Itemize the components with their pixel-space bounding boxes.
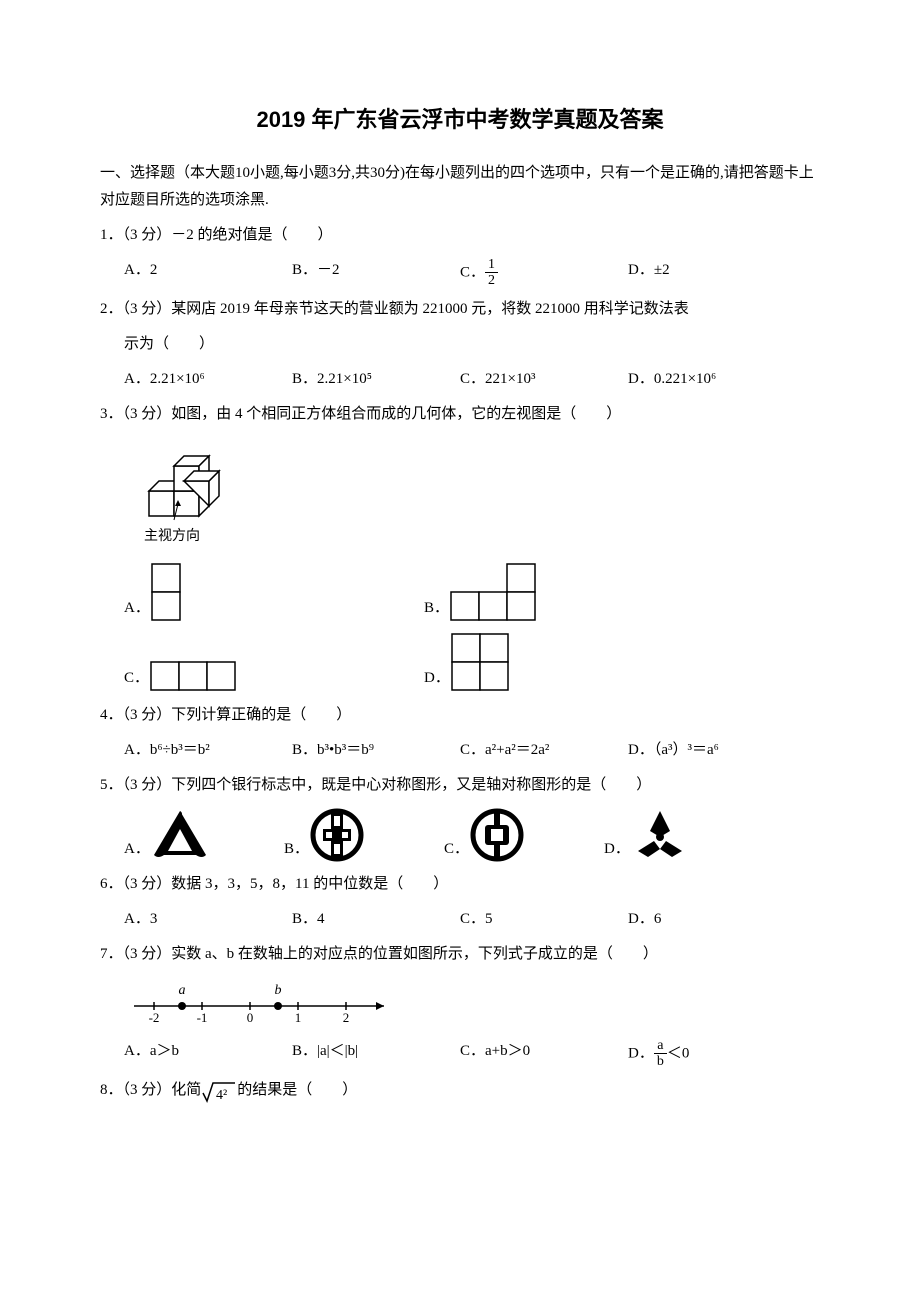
q3-c-label: C． — [124, 665, 149, 692]
q1-opt-d: D．±2 — [628, 257, 788, 289]
q8-stem: 8．（3 分）化简 4² 的结果是（ ） — [100, 1077, 820, 1104]
boc-logo-icon — [469, 807, 525, 863]
main-view-label: 主视方向 — [144, 524, 820, 549]
q3-opt-a: A． — [124, 562, 424, 622]
q2-opt-b: B．2.21×10⁵ — [292, 366, 452, 393]
section-intro: 一、选择题（本大题10小题,每小题3分,共30分)在每小题列出的四个选项中，只有… — [100, 160, 820, 214]
q3-opt-c: C． — [124, 632, 424, 692]
view-b-icon — [449, 562, 539, 622]
cube-assembly-icon — [144, 436, 239, 524]
q3-stem: 3．（3 分）如图，由 4 个相同正方体组合而成的几何体，它的左视图是（ ） — [100, 401, 820, 428]
svg-text:4²: 4² — [216, 1088, 227, 1103]
q4-options: A．b⁶÷b³＝b² B．b³•b³＝b⁹ C．a²+a²＝2a² D．（a³）… — [124, 737, 820, 764]
fraction-a-over-b: ab — [654, 1038, 667, 1070]
q3-opt-b: B． — [424, 562, 724, 622]
q2-opt-a: A．2.21×10⁶ — [124, 366, 284, 393]
q1-options: A．2 B．－2 C．12 D．±2 — [124, 257, 820, 289]
fraction-one-half: 12 — [485, 257, 498, 289]
q1-opt-b: B．－2 — [292, 257, 452, 289]
q6-opt-d: D．6 — [628, 906, 788, 933]
q6-options: A．3 B．4 C．5 D．6 — [124, 906, 820, 933]
q6-opt-b: B．4 — [292, 906, 452, 933]
q6-opt-c: C．5 — [460, 906, 620, 933]
view-a-icon — [150, 562, 184, 622]
point-a-label: a — [179, 983, 186, 998]
q3-b-label: B． — [424, 595, 449, 622]
triangle-logo-icon — [150, 807, 210, 863]
q4-opt-d: D．（a³）³＝a⁶ — [628, 737, 788, 764]
q1-opt-a: A．2 — [124, 257, 284, 289]
q3-main-figure: 主视方向 — [124, 436, 820, 549]
q5-a-label: A． — [124, 836, 150, 863]
q3-options: A． B． C． D． — [124, 562, 820, 702]
tick-1: 1 — [295, 1010, 302, 1025]
view-d-icon — [450, 632, 512, 692]
q2-stem1: 2．（3 分）某网店 2019 年母亲节这天的营业额为 221000 元，将数 … — [100, 296, 820, 323]
q1-c-prefix: C． — [460, 264, 485, 280]
q3-a-label: A． — [124, 595, 150, 622]
q4-stem: 4．（3 分）下列计算正确的是（ ） — [100, 702, 820, 729]
tick-0: 0 — [247, 1010, 254, 1025]
q4-opt-c: C．a²+a²＝2a² — [460, 737, 620, 764]
page-title: 2019 年广东省云浮市中考数学真题及答案 — [100, 100, 820, 140]
q5-options: A． B． C． D． — [124, 807, 820, 863]
q5-d-label: D． — [604, 836, 630, 863]
q6-stem: 6．（3 分）数据 3，3，5，8，11 的中位数是（ ） — [100, 871, 820, 898]
tick-2: 2 — [343, 1010, 350, 1025]
number-line-icon: -2 -1 0 1 2 a b — [124, 976, 404, 1026]
q7-stem: 7．（3 分）实数 a、b 在数轴上的对应点的位置如图所示，下列式子成立的是（ … — [100, 941, 820, 968]
q5-opt-c: C． — [444, 807, 604, 863]
point-b-label: b — [275, 983, 282, 998]
q6-opt-a: A．3 — [124, 906, 284, 933]
q7-opt-b: B．|a|＜|b| — [292, 1038, 452, 1070]
q2-opt-c: C．221×10³ — [460, 366, 620, 393]
q5-b-label: B． — [284, 836, 309, 863]
q5-stem: 5．（3 分）下列四个银行标志中，既是中心对称图形，又是轴对称图形的是（ ） — [100, 772, 820, 799]
q5-opt-d: D． — [604, 807, 764, 863]
view-c-icon — [149, 660, 239, 692]
circle-logo-b-icon — [309, 807, 365, 863]
tri-rotate-logo-icon — [630, 807, 690, 863]
q1-stem: 1．（3 分）－2 的绝对值是（ ） — [100, 222, 820, 249]
q7-numberline: -2 -1 0 1 2 a b — [124, 976, 820, 1026]
q5-opt-a: A． — [124, 807, 284, 863]
q5-c-label: C． — [444, 836, 469, 863]
q8-suffix: 的结果是（ ） — [237, 1082, 357, 1098]
q1-opt-c: C．12 — [460, 257, 620, 289]
q3-opt-d: D． — [424, 632, 724, 692]
q4-opt-b: B．b³•b³＝b⁹ — [292, 737, 452, 764]
q4-opt-a: A．b⁶÷b³＝b² — [124, 737, 284, 764]
sqrt-icon: 4² — [201, 1077, 237, 1104]
tick-neg2: -2 — [149, 1010, 160, 1025]
q2-options: A．2.21×10⁶ B．2.21×10⁵ C．221×10³ D．0.221×… — [124, 366, 820, 393]
q3-d-label: D． — [424, 665, 450, 692]
q7-opt-c: C．a+b＞0 — [460, 1038, 620, 1070]
tick-neg1: -1 — [197, 1010, 208, 1025]
q7-d-suffix: ＜0 — [667, 1045, 690, 1061]
q8-prefix: 8．（3 分）化简 — [100, 1082, 201, 1098]
q7-options: A．a＞b B．|a|＜|b| C．a+b＞0 D．ab＜0 — [124, 1038, 820, 1070]
q5-opt-b: B． — [284, 807, 444, 863]
q2-opt-d: D．0.221×10⁶ — [628, 366, 788, 393]
q2-stem2: 示为（ ） — [100, 331, 820, 358]
q7-opt-a: A．a＞b — [124, 1038, 284, 1070]
q7-opt-d: D．ab＜0 — [628, 1038, 788, 1070]
q7-d-prefix: D． — [628, 1045, 654, 1061]
